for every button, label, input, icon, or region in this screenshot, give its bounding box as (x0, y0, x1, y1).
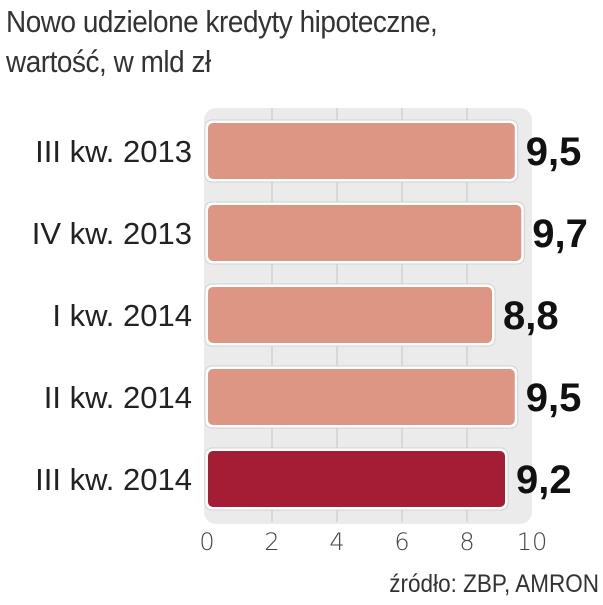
value-label: 9,5 (526, 130, 582, 174)
x-tick-label: 0 (199, 528, 214, 556)
value-label: 9,5 (526, 376, 582, 420)
bar (208, 451, 505, 507)
title-line-1: Nowo udzielone kredyty hipoteczne, (6, 4, 438, 39)
x-tick-label: 2 (264, 528, 279, 556)
title-line-2: wartość, w mld zł (6, 44, 211, 79)
x-tick-label: 4 (329, 528, 344, 556)
chart-title: Nowo udzielone kredyty hipoteczne, warto… (6, 2, 438, 82)
x-tick-label: 10 (517, 528, 548, 556)
value-label: 8,8 (503, 294, 559, 338)
category-label: III kw. 2013 (35, 134, 192, 169)
value-label: 9,2 (516, 458, 572, 502)
x-tick-label: 6 (394, 528, 409, 556)
x-tick-label: 8 (459, 528, 474, 556)
category-label: II kw. 2014 (44, 380, 192, 415)
category-label: I kw. 2014 (52, 298, 192, 333)
category-label: IV kw. 2013 (32, 216, 192, 251)
bar (208, 205, 522, 261)
bar (208, 123, 515, 179)
value-label: 9,7 (532, 212, 588, 256)
source-note: źródło: ZBP, AMRON (389, 570, 599, 598)
bar (208, 287, 492, 343)
bar (208, 369, 515, 425)
category-label: III kw. 2014 (35, 462, 192, 497)
